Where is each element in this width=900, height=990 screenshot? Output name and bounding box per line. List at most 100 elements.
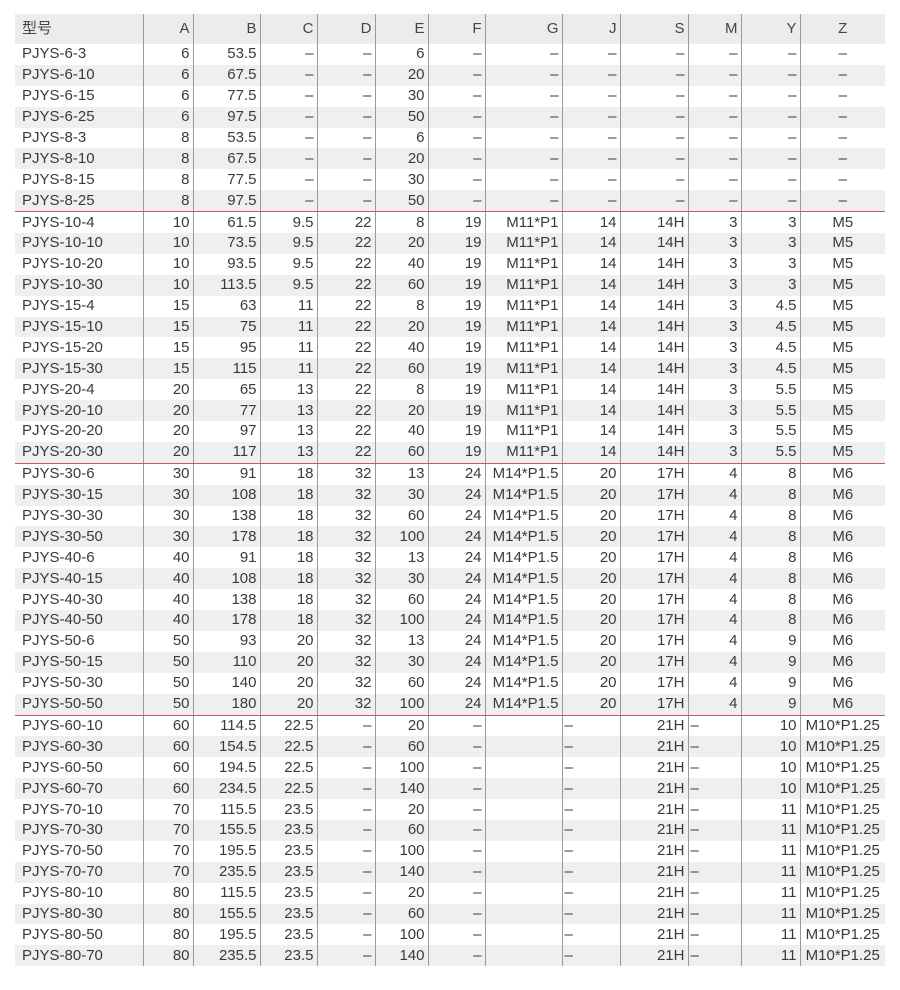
value-cell: – xyxy=(799,106,885,128)
value-cell: 4 xyxy=(687,672,741,694)
value-cell: 14 xyxy=(561,211,620,234)
column-header: A xyxy=(142,14,193,44)
value-cell: 108 xyxy=(192,484,260,506)
value-cell: 32 xyxy=(316,589,375,611)
model-cell: PJYS-80-30 xyxy=(15,903,143,925)
value-cell: 40 xyxy=(374,253,428,275)
model-cell: PJYS-50-30 xyxy=(22,674,103,692)
value-cell: 22 xyxy=(316,337,375,359)
value-cell: 22 xyxy=(316,421,375,442)
value-cell: 3 xyxy=(687,400,741,422)
value-cell: – xyxy=(427,64,485,86)
model-cell: PJYS-40-50 xyxy=(15,610,143,631)
model-cell: PJYS-10-30 xyxy=(15,274,143,296)
value-cell: 14H xyxy=(619,233,688,254)
value-cell: – xyxy=(740,64,800,86)
value-cell: 20 xyxy=(561,484,620,506)
value-cell: 17H xyxy=(619,568,688,590)
value-cell: 30 xyxy=(142,505,193,527)
value-cell: 21H xyxy=(619,840,688,862)
value-cell: 14H xyxy=(619,441,688,464)
value-cell: – xyxy=(687,757,741,779)
value-cell: 8 xyxy=(740,484,800,506)
value-cell: – xyxy=(561,819,620,841)
value-cell: 95 xyxy=(192,337,260,359)
table-row: PJYS-70-10 70 115.5 23.5–20– –21H –11 M10*P1.2… xyxy=(15,799,885,820)
value-cell: 17H xyxy=(619,672,688,694)
value-cell: 53.5 xyxy=(192,127,260,149)
value-cell: M5 xyxy=(799,253,885,275)
value-cell: 100 xyxy=(374,526,428,548)
value-cell: 154.5 xyxy=(192,736,260,758)
value-cell: 3 xyxy=(687,211,741,234)
value-cell: 20 xyxy=(374,799,428,820)
value-cell: – xyxy=(484,148,562,170)
value-cell: – xyxy=(561,85,620,107)
value-cell: 100 xyxy=(374,757,428,779)
value-cell: – xyxy=(427,106,485,128)
table-row: PJYS-40-15 40 108 18 32 30 24 M14*P1.5 20 17H 4 8 M6 xyxy=(15,568,885,590)
value-cell: 155.5 xyxy=(192,819,260,841)
value-cell: – xyxy=(427,945,485,967)
model-cell: PJYS-50-6 xyxy=(22,632,95,650)
value-cell: 8 xyxy=(740,568,800,590)
table-row: PJYS-8-15 8 77.5– –30– – – – – – – xyxy=(15,169,885,191)
value-cell: 4 xyxy=(687,610,741,631)
value-cell: 18 xyxy=(259,568,317,590)
value-cell: 140 xyxy=(374,778,428,800)
table-row: PJYS-70-70 70 235.5 23.5–140– –21H –11 M10*P1.… xyxy=(15,861,885,883)
column-header: C xyxy=(259,14,317,44)
value-cell: M10*P1.25 xyxy=(799,778,885,800)
value-cell: 115 xyxy=(192,358,260,380)
value-cell: – xyxy=(427,799,485,820)
value-cell: 20 xyxy=(561,568,620,590)
value-cell: 50 xyxy=(374,106,428,128)
value-cell: 4 xyxy=(687,526,741,548)
value-cell: 11 xyxy=(740,903,800,925)
table-row: PJYS-15-30 15 115 11 22 60 19 M11*P1 14 14H 3 4.5 M5 xyxy=(15,358,885,380)
value-cell: 114.5 xyxy=(192,715,260,737)
value-cell: 11 xyxy=(740,882,800,904)
value-cell: 113.5 xyxy=(192,274,260,296)
value-cell: 32 xyxy=(316,526,375,548)
value-cell: – xyxy=(687,861,741,883)
value-cell: – xyxy=(561,148,620,170)
value-cell: 8 xyxy=(142,127,193,149)
value-cell: 8 xyxy=(374,211,428,234)
value-cell: – xyxy=(687,903,741,925)
value-cell: 20 xyxy=(142,421,193,442)
value-cell: – xyxy=(316,924,375,946)
value-cell: 32 xyxy=(316,463,375,485)
value-cell: – xyxy=(316,64,375,86)
value-cell: 22 xyxy=(316,211,375,234)
value-cell: M6 xyxy=(799,547,885,569)
table-row: PJYS-15-20 15 95 11 22 40 19 M11*P1 14 14H 3 4.5 M5 xyxy=(15,337,885,359)
value-cell: 17H xyxy=(619,610,688,631)
value-cell: 14H xyxy=(619,274,688,296)
value-cell: 20 xyxy=(374,316,428,338)
value-cell: 19 xyxy=(427,337,485,359)
value-cell: 20 xyxy=(374,64,428,86)
value-cell: 5.5 xyxy=(740,400,800,422)
value-cell: – xyxy=(484,190,562,213)
value-cell: 18 xyxy=(259,484,317,506)
value-cell: 18 xyxy=(259,610,317,631)
value-cell: 4 xyxy=(687,651,741,673)
value-cell: 155.5 xyxy=(192,903,260,925)
model-cell: PJYS-8-15 xyxy=(22,170,95,188)
value-cell: – xyxy=(259,85,317,107)
value-cell: – xyxy=(484,85,562,107)
value-cell: 19 xyxy=(427,358,485,380)
value-cell: M6 xyxy=(799,568,885,590)
value-cell: 3 xyxy=(687,358,741,380)
value-cell: 23.5 xyxy=(259,861,317,883)
value-cell: 14 xyxy=(561,337,620,359)
value-cell: 18 xyxy=(259,505,317,527)
table-row: PJYS-60-10 60 114.5 22.5–20– –21H –10 M10*P1.2… xyxy=(15,715,885,737)
value-cell: 20 xyxy=(561,672,620,694)
value-cell: 18 xyxy=(259,463,317,485)
value-cell: 10 xyxy=(740,778,800,800)
value-cell: – xyxy=(316,127,375,149)
value-cell: 80 xyxy=(142,945,193,967)
value-cell: 3 xyxy=(687,337,741,359)
